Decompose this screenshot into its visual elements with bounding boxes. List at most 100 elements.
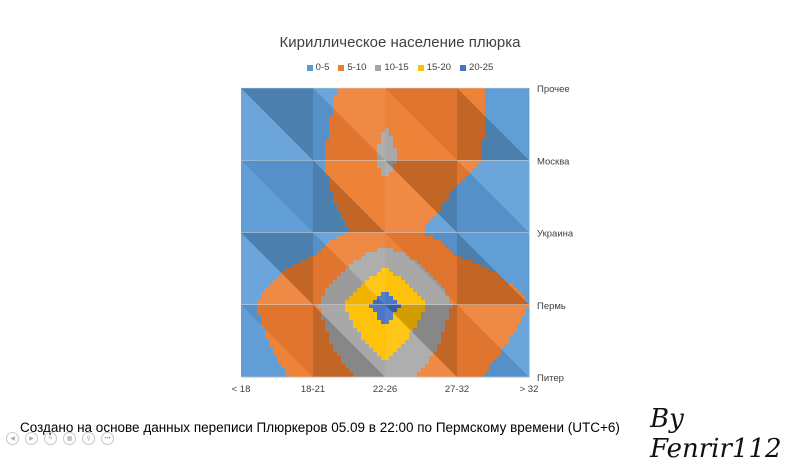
contour-cell-2093 [261, 204, 266, 209]
contour-cell-4321 [245, 328, 250, 333]
contour-cell-1598 [297, 176, 302, 181]
contour-cell-3261 [325, 268, 330, 273]
contour-cell-4566 [361, 340, 366, 345]
contour-cell-2694 [361, 236, 366, 241]
contour-cell-947 [285, 140, 290, 145]
contour-cell-4035 [253, 312, 258, 317]
contour-cell-4242 [505, 320, 510, 325]
contour-cell-3054 [361, 256, 366, 261]
contour-cell-4951 [461, 360, 466, 365]
contour-cell-1522 [281, 172, 286, 177]
contour-cell-4122 [313, 316, 318, 321]
contour-cell-2496 [433, 224, 438, 229]
contour-cell-3002 [441, 252, 446, 257]
contour-cell-1201 [437, 152, 442, 157]
contour-cell-4891 [509, 356, 514, 361]
contour-cell-4448 [465, 332, 470, 337]
contour-cell-154 [281, 96, 286, 101]
contour-cell-2917 [389, 248, 394, 253]
contour-cell-2362 [473, 216, 478, 221]
contour-cell-4395 [253, 332, 258, 337]
contour-cell-3632 [369, 288, 374, 293]
contour-cell-4560 [337, 340, 342, 345]
contour-cell-4062 [361, 312, 366, 317]
contour-cell-1622 [393, 176, 398, 181]
contour-cell-4287 [397, 324, 402, 329]
contour-cell-3759 [301, 296, 306, 301]
contour-cell-2148 [481, 204, 486, 209]
contour-cell-3980 [321, 308, 326, 313]
contour-cell-3755 [285, 296, 290, 301]
contour-cell-559 [461, 116, 466, 121]
contour-cell-2157 [517, 204, 522, 209]
contour-cell-1908 [385, 192, 390, 197]
contour-cell-715 [509, 124, 514, 129]
contour-cell-1736 [273, 184, 278, 189]
contour-cell-4377 [469, 328, 474, 333]
contour-cell-688 [401, 124, 406, 129]
contour-cell-2396 [321, 220, 326, 225]
contour-cell-132 [481, 92, 486, 97]
contour-cell-639 [493, 120, 498, 125]
contour-cell-3522 [505, 280, 510, 285]
contour-cell-4218 [409, 320, 414, 325]
contour-cell-514 [281, 116, 286, 121]
contour-cell-3087 [493, 256, 498, 261]
contour-cell-262 [425, 100, 430, 105]
contour-cell-3133 [389, 260, 394, 265]
contour-cell-3226 [473, 264, 478, 269]
contour-cell-535 [365, 116, 370, 121]
contour-cell-3904 [305, 304, 310, 309]
contour-cell-3974 [297, 308, 302, 313]
contour-cell-2055 [397, 200, 402, 205]
contour-cell-3694 [329, 292, 334, 297]
contour-cell-3397 [293, 276, 298, 281]
contour-cell-2314 [281, 216, 286, 221]
contour-cell-665 [309, 124, 314, 129]
contour-cell-2920 [401, 248, 406, 253]
contour-cell-3416 [369, 276, 374, 281]
contour-cell-3271 [365, 268, 370, 273]
contour-cell-4695 [301, 348, 306, 353]
contour-cell-3025 [245, 256, 250, 261]
contour-cell-1140 [481, 148, 486, 153]
contour-cell-1835 [381, 188, 386, 193]
contour-cell-398 [393, 108, 398, 113]
contour-cell-631 [461, 120, 466, 125]
contour-cell-4066 [377, 312, 382, 317]
contour-cell-1677 [325, 180, 330, 185]
contour-cell-2998 [425, 252, 430, 257]
contour-cell-1335 [397, 160, 402, 165]
contour-cell-2712 [433, 236, 438, 241]
contour-cell-1041 [373, 144, 378, 149]
contour-cell-2071 [461, 200, 466, 205]
contour-cell-1441 [245, 168, 250, 173]
contour-cell-958 [329, 140, 334, 145]
contour-cell-1220 [513, 152, 518, 157]
contour-cell-3726 [457, 292, 462, 297]
contour-cell-3753 [277, 296, 282, 301]
contour-cell-4926 [361, 360, 366, 365]
contour-cell-4373 [453, 328, 458, 333]
contour-cell-1694 [393, 180, 398, 185]
contour-cell-1689 [373, 180, 378, 185]
contour-cell-4466 [249, 336, 254, 341]
contour-cell-924 [481, 136, 486, 141]
contour-cell-3934 [425, 304, 430, 309]
contour-cell-4065 [373, 312, 378, 317]
contour-cell-2812 [257, 244, 262, 249]
contour-cell-4213 [389, 320, 394, 325]
contour-cell-1146 [505, 148, 510, 153]
contour-cell-3229 [485, 264, 490, 269]
contour-cell-153 [277, 96, 282, 101]
contour-cell-3922 [377, 304, 382, 309]
contour-cell-3959 [525, 304, 530, 309]
contour-cell-913 [437, 136, 442, 141]
contour-cell-1077 [517, 144, 522, 149]
contour-cell-4203 [349, 320, 354, 325]
contour-cell-4274 [345, 324, 350, 329]
contour-cell-198 [457, 96, 462, 101]
contour-cell-73 [245, 92, 250, 97]
contour-cell-228 [289, 100, 294, 105]
contour-cell-2430 [457, 220, 462, 225]
